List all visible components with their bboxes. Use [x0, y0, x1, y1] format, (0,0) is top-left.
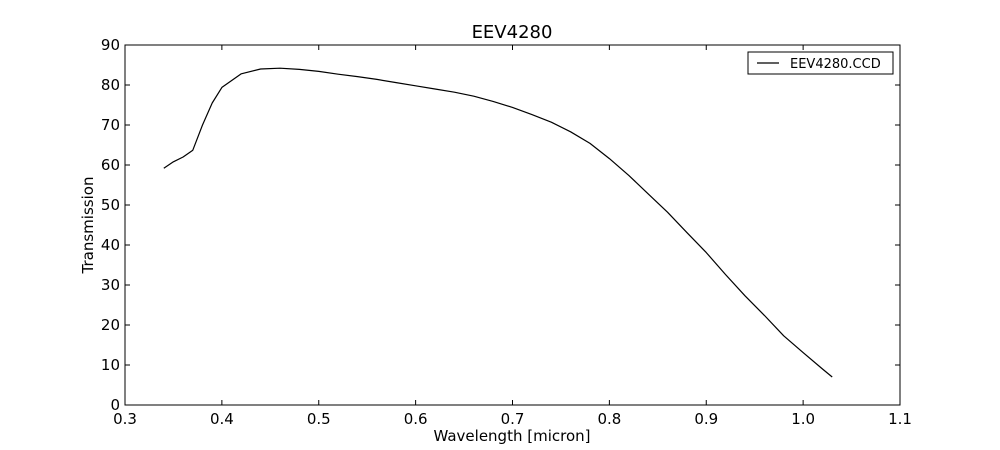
y-tick-label: 70: [101, 116, 120, 134]
plot-area: [163, 67, 833, 378]
x-tick-label: 0.7: [501, 410, 525, 428]
y-axis-title: Transmission: [79, 177, 97, 275]
y-tick-label: 0: [110, 396, 120, 414]
x-tick-label: 0.5: [307, 410, 331, 428]
y-tick-label: 90: [101, 36, 120, 54]
y-tick-label: 50: [101, 196, 120, 214]
y-tick-label: 80: [101, 76, 120, 94]
chart-title: EEV4280: [472, 22, 553, 43]
x-tick-label: 0.3: [113, 410, 137, 428]
legend-box: [747, 51, 894, 75]
legend-label: EEV4280.CCD: [790, 57, 881, 72]
axis-ticks: 0.3 0.4 0.5 0.6 0.7 0.8 0.9 1.0 1.1 0 10 20 30 40 50 60…: [101, 36, 912, 428]
series-line-0: [163, 67, 833, 378]
x-tick-label: 0.9: [694, 410, 718, 428]
legend: EEV4280.CCD: [747, 51, 894, 75]
y-tick-label: 10: [101, 356, 120, 374]
x-tick-label: 0.8: [597, 410, 621, 428]
y-tick-label: 40: [101, 236, 120, 254]
x-tick-label: 0.6: [404, 410, 428, 428]
y-tick-label: 60: [101, 156, 120, 174]
y-tick-label: 20: [101, 316, 120, 334]
y-tick-label: 30: [101, 276, 120, 294]
x-tick-label: 0.4: [210, 410, 234, 428]
x-axis-title: Wavelength [micron]: [433, 427, 590, 445]
x-tick-label: 1.0: [791, 410, 815, 428]
x-tick-label: 1.1: [888, 410, 912, 428]
